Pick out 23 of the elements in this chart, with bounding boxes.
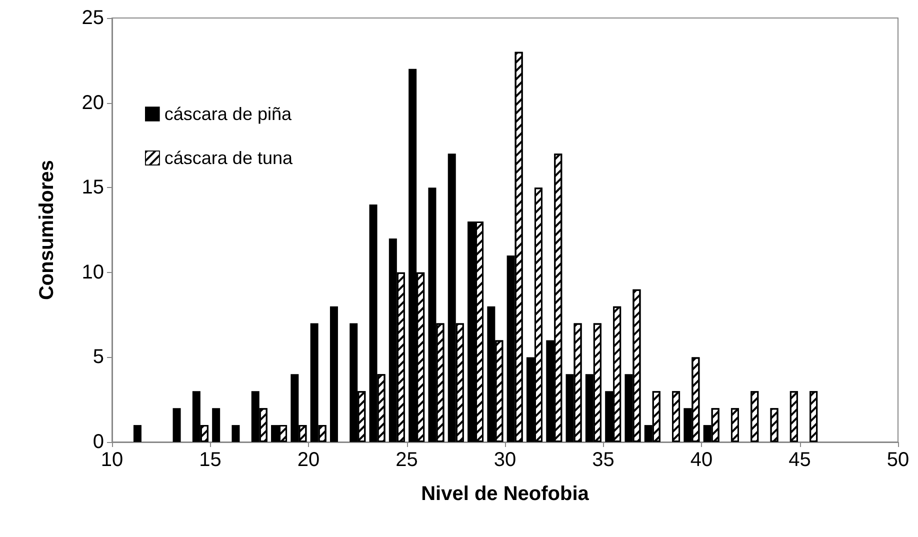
bar	[133, 425, 142, 442]
bar	[232, 425, 240, 442]
bar	[172, 408, 181, 442]
x-tick-label: 25	[396, 449, 418, 471]
y-tick-label: 15	[82, 176, 104, 199]
x-tick-label: 30	[494, 449, 516, 471]
x-tick-label: 40	[690, 449, 713, 471]
y-axis-title: Consumidores	[36, 160, 58, 300]
y-tick-label: 0	[92, 431, 104, 453]
legend-label: cáscara de piña	[164, 104, 292, 124]
y-tick-label: 10	[82, 261, 104, 284]
legend-label: cáscara de tuna	[164, 148, 294, 168]
x-tick-label: 20	[297, 449, 320, 471]
y-tick-label: 25	[82, 7, 104, 29]
x-axis-title: Nivel de Neofobia	[421, 483, 590, 505]
bar	[330, 306, 338, 442]
y-tick-label: 20	[82, 92, 104, 114]
y-tick-label: 5	[92, 346, 104, 368]
bar	[212, 408, 220, 442]
x-tick-label: 15	[199, 449, 222, 471]
x-tick-label: 45	[788, 449, 811, 471]
x-tick-label: 50	[886, 449, 910, 471]
x-tick-label: 35	[592, 449, 614, 471]
